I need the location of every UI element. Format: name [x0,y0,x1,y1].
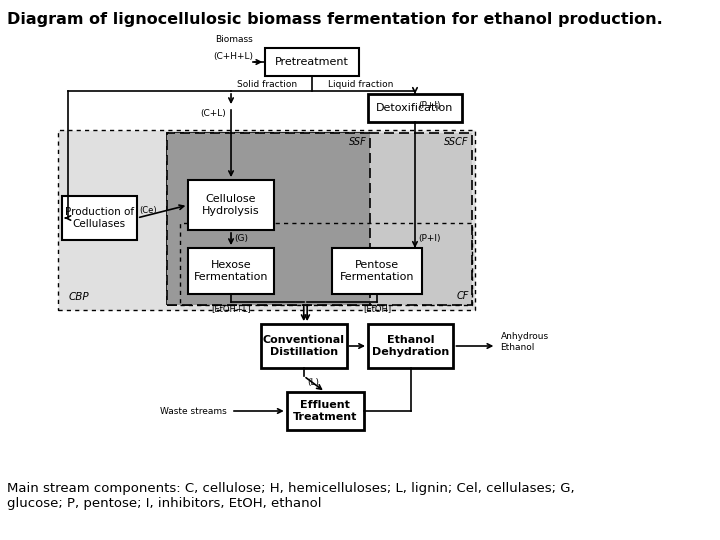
Text: Ethanol
Dehydration: Ethanol Dehydration [372,335,449,357]
Text: (C+H+L): (C+H+L) [213,52,253,61]
Text: Cellulose
Hydrolysis: Cellulose Hydrolysis [202,194,260,216]
Text: [EtOH]: [EtOH] [363,304,391,313]
Text: Anhydrous
Ethanol: Anhydrous Ethanol [500,332,549,352]
Text: Pentose
Fermentation: Pentose Fermentation [340,260,414,282]
Text: Production of
Cellulases: Production of Cellulases [65,207,134,229]
Text: Detoxification: Detoxification [377,103,454,113]
Bar [188,248,274,294]
Text: Liquid fraction: Liquid fraction [328,80,393,89]
Text: Diagram of lignocellulosic biomass fermentation for ethanol production.: Diagram of lignocellulosic biomass ferme… [7,12,662,27]
Text: (L): (L) [307,378,319,387]
Text: (G): (G) [235,234,248,244]
Bar [167,133,369,305]
Text: Main stream components: C, cellulose; H, hemicelluloses; L, lignin; Cel, cellula: Main stream components: C, cellulose; H,… [7,482,575,510]
Text: Effluent
Treatment: Effluent Treatment [293,400,357,422]
Bar [368,94,462,122]
Text: Hexose
Fermentation: Hexose Fermentation [194,260,269,282]
Bar [180,223,472,305]
Text: Waste streams: Waste streams [160,407,227,415]
Text: (P+I): (P+I) [418,233,441,242]
Text: (P+I): (P+I) [418,101,441,110]
Text: Pretreatment: Pretreatment [275,57,349,67]
Bar [287,392,364,430]
Bar [188,180,274,230]
Text: (Ce): (Ce) [140,206,157,215]
Bar [261,324,346,368]
Text: (C+L): (C+L) [200,109,226,118]
Bar [62,196,137,240]
Bar [265,48,359,76]
Bar [332,248,422,294]
Bar [167,133,472,305]
Text: Solid fraction: Solid fraction [237,80,297,89]
Text: CF: CF [456,291,469,301]
Text: CBP: CBP [68,292,89,302]
Text: [EtOH+L]: [EtOH+L] [211,304,251,313]
Text: Biomass: Biomass [215,35,253,44]
Bar [368,324,454,368]
Text: Conventional
Distillation: Conventional Distillation [263,335,345,357]
Text: SSF: SSF [348,137,366,147]
Bar [58,130,475,310]
Text: SSCF: SSCF [444,137,469,147]
